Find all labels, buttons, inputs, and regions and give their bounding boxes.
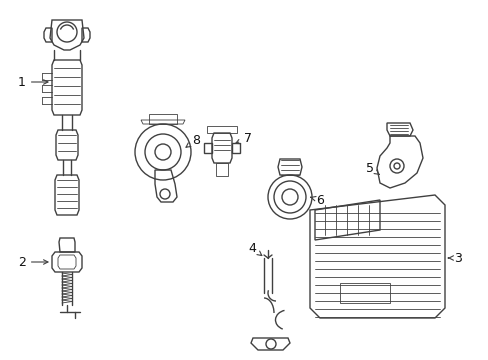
Text: 6: 6 (310, 194, 323, 207)
Text: 1: 1 (18, 76, 48, 89)
Text: 4: 4 (247, 242, 261, 256)
Text: 5: 5 (365, 162, 379, 175)
Text: 8: 8 (185, 134, 200, 147)
Text: 2: 2 (18, 256, 48, 269)
Text: 3: 3 (447, 252, 461, 265)
Text: 7: 7 (235, 131, 251, 144)
